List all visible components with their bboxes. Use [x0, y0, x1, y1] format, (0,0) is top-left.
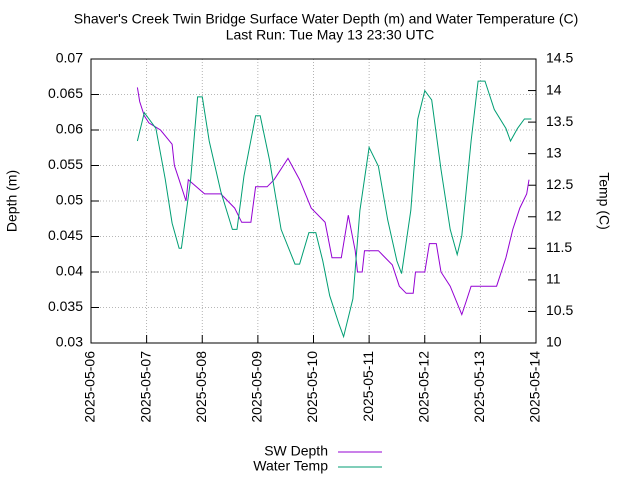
y-tick-label: 0.03	[56, 334, 83, 350]
x-tick-label: 2025-05-10	[304, 351, 320, 423]
chart-subtitle: Last Run: Tue May 13 23:30 UTC	[226, 27, 435, 43]
legend-label: SW Depth	[264, 443, 328, 459]
y-tick-label: 0.04	[56, 263, 83, 279]
y-axis-label: Depth (m)	[4, 170, 20, 232]
x-tick-label: 2025-05-11	[360, 351, 376, 422]
x-tick-label: 2025-05-08	[193, 351, 209, 423]
y-tick-label: 0.065	[48, 85, 83, 101]
y-tick-label: 0.045	[48, 227, 83, 243]
y-tick-label: 0.07	[56, 50, 83, 66]
y2-tick-label: 14.5	[546, 50, 573, 66]
y2-tick-label: 10.5	[546, 302, 573, 318]
y2-tick-label: 10	[546, 334, 562, 350]
x-tick-label: 2025-05-14	[527, 351, 543, 423]
x-tick-label: 2025-05-12	[415, 351, 431, 423]
y2-tick-label: 13.5	[546, 113, 573, 129]
y2-axis-label: Temp (C)	[596, 172, 612, 230]
legend-label: Water Temp	[253, 458, 328, 474]
chart-title: Shaver's Creek Twin Bridge Surface Water…	[74, 11, 579, 27]
y2-tick-label: 11.5	[546, 239, 572, 255]
x-tick-label: 2025-05-13	[471, 351, 487, 423]
series-line	[136, 80, 532, 339]
y2-tick-label: 12	[546, 207, 562, 223]
y-tick-label: 0.055	[48, 156, 83, 172]
y2-tick-label: 12.5	[546, 176, 573, 192]
y2-tick-label: 14	[546, 81, 562, 97]
series-line	[136, 87, 530, 317]
y-tick-label: 0.05	[56, 192, 83, 208]
y-tick-label: 0.06	[56, 121, 83, 137]
plot-frame	[90, 58, 537, 344]
x-tick-label: 2025-05-06	[82, 351, 98, 423]
x-tick-label: 2025-05-07	[137, 351, 153, 423]
y2-tick-label: 13	[546, 144, 562, 160]
y2-tick-label: 11	[546, 271, 561, 287]
y-tick-label: 0.035	[48, 298, 83, 314]
x-tick-label: 2025-05-09	[249, 351, 265, 423]
